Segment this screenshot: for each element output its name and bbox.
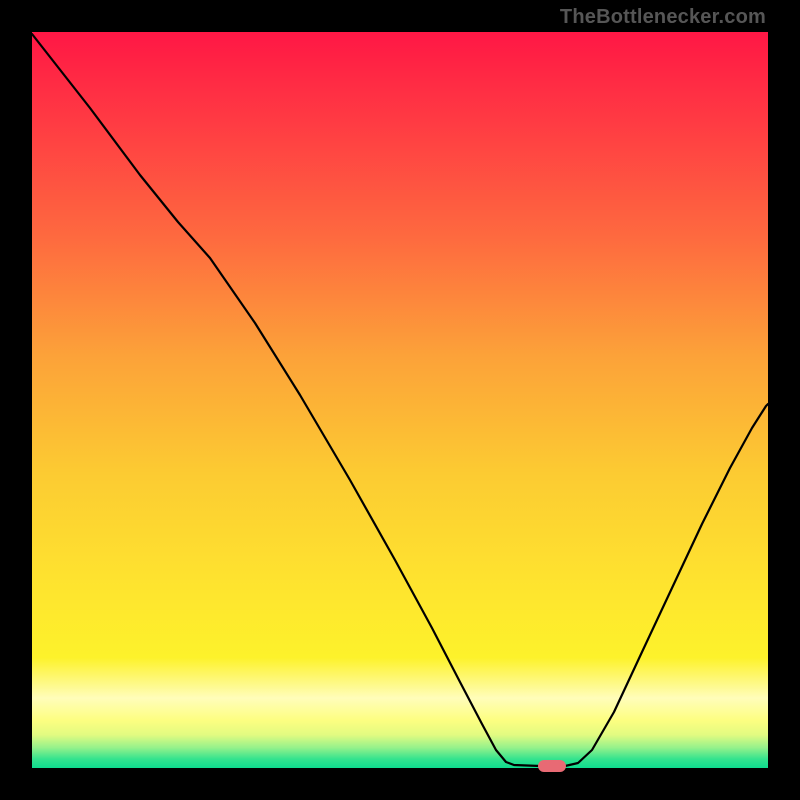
bottleneck-chart: TheBottlenecker.com — [0, 0, 800, 800]
bottleneck-curve — [0, 0, 800, 800]
optimal-point-marker — [538, 760, 566, 772]
watermark-text: TheBottlenecker.com — [560, 6, 766, 29]
